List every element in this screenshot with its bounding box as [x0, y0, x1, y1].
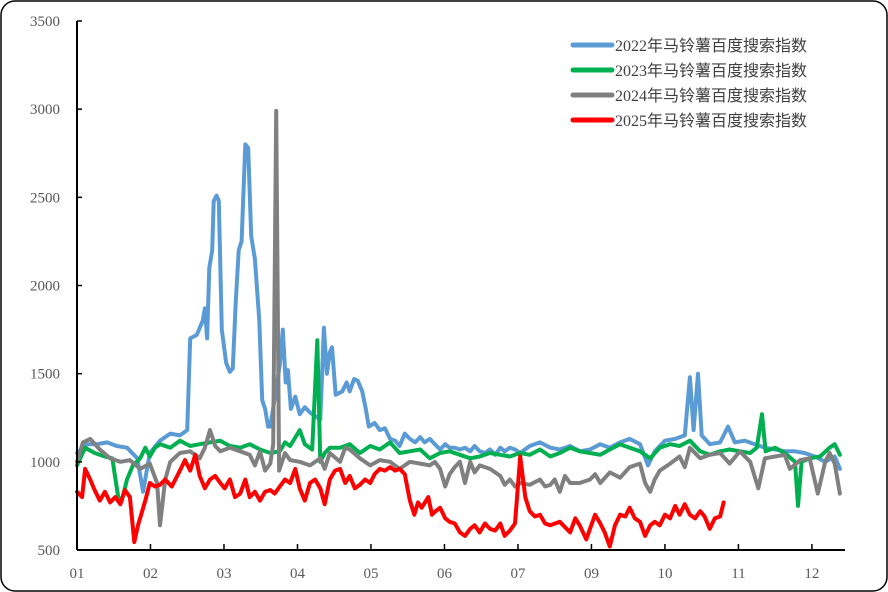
- y-tick-label: 500: [38, 543, 61, 559]
- legend-label-2: 2024年马铃薯百度搜索指数: [615, 87, 807, 105]
- series-line-1: [75, 338, 842, 508]
- x-tick-label: 10: [657, 566, 672, 582]
- y-tick-label: 2000: [30, 279, 60, 295]
- legend-label-3: 2025年马铃薯百度搜索指数: [615, 112, 807, 130]
- x-tick-label: 04: [290, 566, 306, 582]
- x-tick-label: 02: [143, 566, 158, 582]
- x-tick-label: 09: [584, 566, 599, 582]
- x-tick-label: 05: [363, 566, 378, 582]
- x-tick-label: 07: [510, 566, 526, 582]
- axes-layer: 500 1000 1500 2000 2500 3000 3500 01 02 03 04 05 06 0…: [30, 14, 845, 582]
- series-layer: [75, 108, 842, 549]
- series-line-0: [75, 142, 842, 494]
- y-tick-label: 1000: [30, 455, 60, 471]
- legend: 2022年马铃薯百度搜索指数 2023年马铃薯百度搜索指数 2024年马铃薯百度搜索…: [570, 37, 807, 130]
- y-tick-label: 1500: [30, 367, 60, 383]
- x-tick-label: 06: [437, 566, 453, 582]
- y-tick-label: 2500: [30, 190, 60, 206]
- x-tick-label: 01: [70, 566, 85, 582]
- series-line-2: [75, 108, 842, 528]
- x-tick-label: 12: [804, 566, 819, 582]
- legend-label-1: 2023年马铃薯百度搜索指数: [615, 62, 807, 80]
- x-tick-label: 03: [216, 566, 231, 582]
- legend-label-0: 2022年马铃薯百度搜索指数: [615, 37, 807, 55]
- series-line-3: [75, 452, 726, 549]
- x-tick-label: 11: [731, 566, 745, 582]
- y-tick-label: 3000: [30, 102, 60, 118]
- y-tick-label: 3500: [30, 14, 60, 30]
